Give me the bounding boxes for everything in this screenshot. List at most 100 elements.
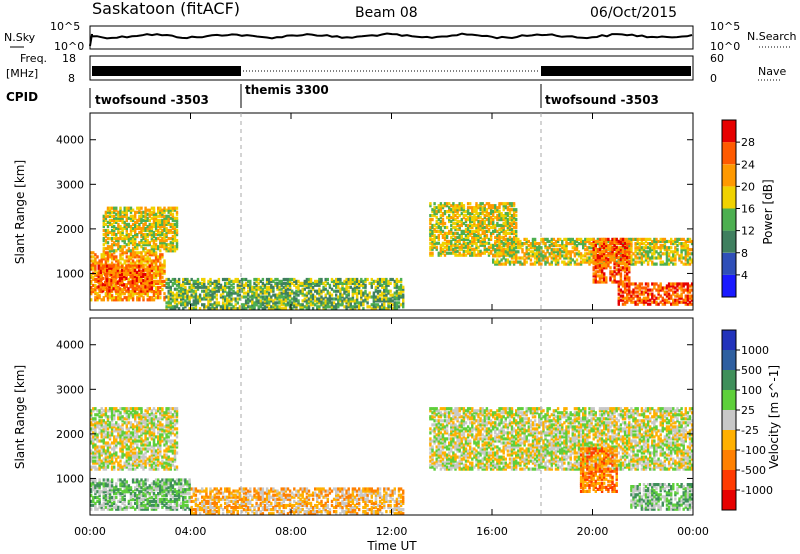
heatmap-cell <box>684 298 687 302</box>
heatmap-cell <box>242 303 246 307</box>
heatmap-cell <box>402 289 405 293</box>
heatmap-cell <box>144 220 147 224</box>
heatmap-cell <box>374 285 378 289</box>
heatmap-cell <box>663 292 667 296</box>
heatmap-cell <box>129 214 133 218</box>
heatmap-cell <box>529 250 533 254</box>
heatmap-cell <box>94 290 97 294</box>
heatmap-cell <box>454 231 457 235</box>
heatmap-cell <box>171 299 175 303</box>
heatmap-cell <box>508 210 512 214</box>
heatmap-cell <box>496 252 499 256</box>
heatmap-cell <box>127 427 131 431</box>
heatmap-cell <box>251 289 254 293</box>
heatmap-cell <box>228 295 231 299</box>
heatmap-cell <box>142 249 145 253</box>
heatmap-cell <box>475 212 478 216</box>
heatmap-cell <box>688 248 692 252</box>
heatmap-cell <box>462 239 466 243</box>
heatmap-cell <box>106 287 109 291</box>
heatmap-cell <box>634 300 637 304</box>
heatmap-cell <box>586 248 589 252</box>
heatmap-cell <box>203 277 206 282</box>
heatmap-cell <box>135 264 139 268</box>
heatmap-cell <box>393 307 396 311</box>
heatmap-cell <box>167 230 170 235</box>
heatmap-cell <box>159 222 162 226</box>
heatmap-cell <box>150 249 154 253</box>
heatmap-cell <box>376 303 380 307</box>
heatmap-cell <box>173 226 177 231</box>
heatmap-cell <box>163 208 166 212</box>
heatmap-cell <box>117 429 120 433</box>
heatmap-cell <box>106 449 110 453</box>
heatmap-cell <box>395 293 399 297</box>
heatmap-cell <box>115 453 118 457</box>
heatmap-cell <box>615 237 618 241</box>
heatmap-cell <box>265 291 269 295</box>
heatmap-cell <box>332 297 336 301</box>
heatmap-cell <box>487 204 491 208</box>
heatmap-cell <box>569 250 572 254</box>
heatmap-cell <box>646 288 650 292</box>
heatmap-cell <box>119 230 122 235</box>
heatmap-cell <box>140 233 143 237</box>
heatmap-cell <box>479 216 482 220</box>
heatmap-cell <box>469 223 472 228</box>
heatmap-cell <box>142 298 145 302</box>
heatmap-cell <box>355 293 359 297</box>
heatmap-cell <box>115 263 118 267</box>
heatmap-cell <box>670 296 673 300</box>
heatmap-cell <box>441 251 445 255</box>
heatmap-cell <box>598 270 602 274</box>
heatmap-cell <box>615 252 618 256</box>
heatmap-cell <box>150 247 154 251</box>
heatmap-cell <box>268 287 271 291</box>
heatmap-cell <box>598 250 602 254</box>
heatmap-cell <box>144 292 147 296</box>
heatmap-cell <box>615 254 618 258</box>
heatmap-cell <box>502 252 505 256</box>
colorbar-tick-label: 20 <box>741 180 755 193</box>
heatmap-cell <box>582 239 585 244</box>
heatmap-cell <box>127 292 131 296</box>
heatmap-cell <box>157 222 160 226</box>
heatmap-cell <box>157 230 160 235</box>
heatmap-cell <box>316 305 319 309</box>
heatmap-cell <box>682 262 685 266</box>
heatmap-cell <box>500 258 503 262</box>
heatmap-cell <box>119 413 122 417</box>
heatmap-cell <box>102 247 105 251</box>
heatmap-cell <box>391 293 394 297</box>
heatmap-cell <box>272 301 275 305</box>
heatmap-cell <box>167 206 170 210</box>
heatmap-cell <box>521 256 524 260</box>
heatmap-cell <box>103 272 107 276</box>
heatmap-cell <box>471 243 474 247</box>
heatmap-cell <box>512 204 516 208</box>
heatmap-cell <box>100 255 103 259</box>
heatmap-cell <box>144 259 147 263</box>
heatmap-cell <box>466 229 470 233</box>
heatmap-cell <box>188 301 191 305</box>
heatmap-cell <box>686 246 690 250</box>
heatmap-cell <box>117 463 120 467</box>
heatmap-cell <box>617 262 620 266</box>
heatmap-cell <box>103 281 107 285</box>
heatmap-cell <box>175 299 179 303</box>
heatmap-cell <box>590 244 593 248</box>
heatmap-cell <box>460 233 463 237</box>
heatmap-cell <box>510 241 514 245</box>
heatmap-cell <box>349 301 352 305</box>
heatmap-cell <box>211 289 214 293</box>
heatmap-cell <box>99 289 103 293</box>
heatmap-cell <box>257 295 260 299</box>
heatmap-cell <box>171 243 175 247</box>
heatmap-cell <box>137 266 141 270</box>
heatmap-cell <box>119 437 122 441</box>
heatmap-cell <box>506 260 510 264</box>
heatmap-cell <box>383 303 386 307</box>
heatmap-cell <box>515 208 518 212</box>
heatmap-cell <box>617 260 620 264</box>
heatmap-cell <box>226 281 229 285</box>
